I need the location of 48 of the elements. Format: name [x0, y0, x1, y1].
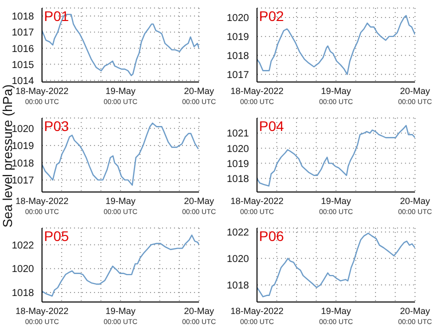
line-series — [257, 232, 415, 298]
y-tick-label: 1017 — [12, 28, 34, 39]
x-tick-label: 20-May 00:00 UTC — [182, 86, 216, 106]
y-tick-label: 1018 — [226, 50, 250, 62]
y-tick-label: 1019 — [12, 141, 34, 152]
x-tick-label: 20-May 00:00 UTC — [182, 196, 216, 216]
x-tick-label: 18-May-2022 00:00 UTC — [15, 86, 69, 106]
chart-title: P06 — [259, 228, 284, 244]
y-tick-label: 1014 — [12, 76, 34, 87]
y-tick-label: 1017 — [12, 176, 34, 187]
chart-title: P05 — [44, 228, 69, 244]
y-tick-label: 1020 — [12, 124, 34, 135]
y-tick-label: 1019 — [226, 158, 250, 170]
line-series — [42, 122, 199, 186]
x-tick-label: 20-May 00:00 UTC — [398, 196, 432, 216]
y-tick-label: 1021 — [226, 128, 250, 140]
x-tick-label: 18-May-2022 00:00 UTC — [15, 196, 69, 216]
y-tick-label: 1020 — [226, 13, 250, 24]
chart-title: P02 — [259, 8, 284, 24]
y-tick-label: 1022 — [226, 228, 250, 239]
x-tick-label: 20-May 00:00 UTC — [398, 86, 432, 106]
x-tick-label: 19-May 00:00 UTC — [104, 86, 138, 106]
chart-title: P01 — [44, 8, 69, 24]
x-tick-label: 20-May 00:00 UTC — [398, 306, 432, 326]
y-tick-label: 1019 — [226, 32, 250, 44]
y-tick-label: 1022 — [12, 240, 34, 252]
y-tick-label: 1016 — [12, 44, 34, 55]
x-tick-label: 19-May 00:00 UTC — [104, 196, 138, 216]
y-tick-label: 1018 — [226, 174, 250, 185]
x-tick-label: 19-May 00:00 UTC — [319, 306, 353, 326]
x-tick-label: 19-May 00:00 UTC — [104, 306, 138, 326]
x-tick-label: 18-May-2022 00:00 UTC — [15, 306, 69, 326]
x-tick-label: 18-May-2022 00:00 UTC — [230, 86, 284, 106]
y-tick-label: 1018 — [226, 280, 250, 292]
y-tick-label: 1020 — [226, 254, 250, 265]
x-tick-label: 18-May-2022 00:00 UTC — [230, 306, 284, 326]
y-tick-label: 1020 — [226, 144, 250, 155]
chart-title: P04 — [259, 118, 284, 134]
y-tick-label: 1015 — [12, 60, 34, 71]
y-tick-label: 1018 — [12, 12, 34, 23]
x-tick-label: 19-May 00:00 UTC — [319, 196, 353, 216]
x-tick-label: 19-May 00:00 UTC — [319, 86, 353, 106]
y-tick-label: 1020 — [12, 264, 34, 276]
y-tick-label: 1017 — [226, 70, 250, 81]
chart-title: P03 — [44, 118, 69, 134]
x-tick-label: 20-May 00:00 UTC — [182, 306, 216, 326]
y-tick-label: 1018 — [12, 288, 34, 299]
x-tick-label: 18-May-2022 00:00 UTC — [230, 196, 284, 216]
